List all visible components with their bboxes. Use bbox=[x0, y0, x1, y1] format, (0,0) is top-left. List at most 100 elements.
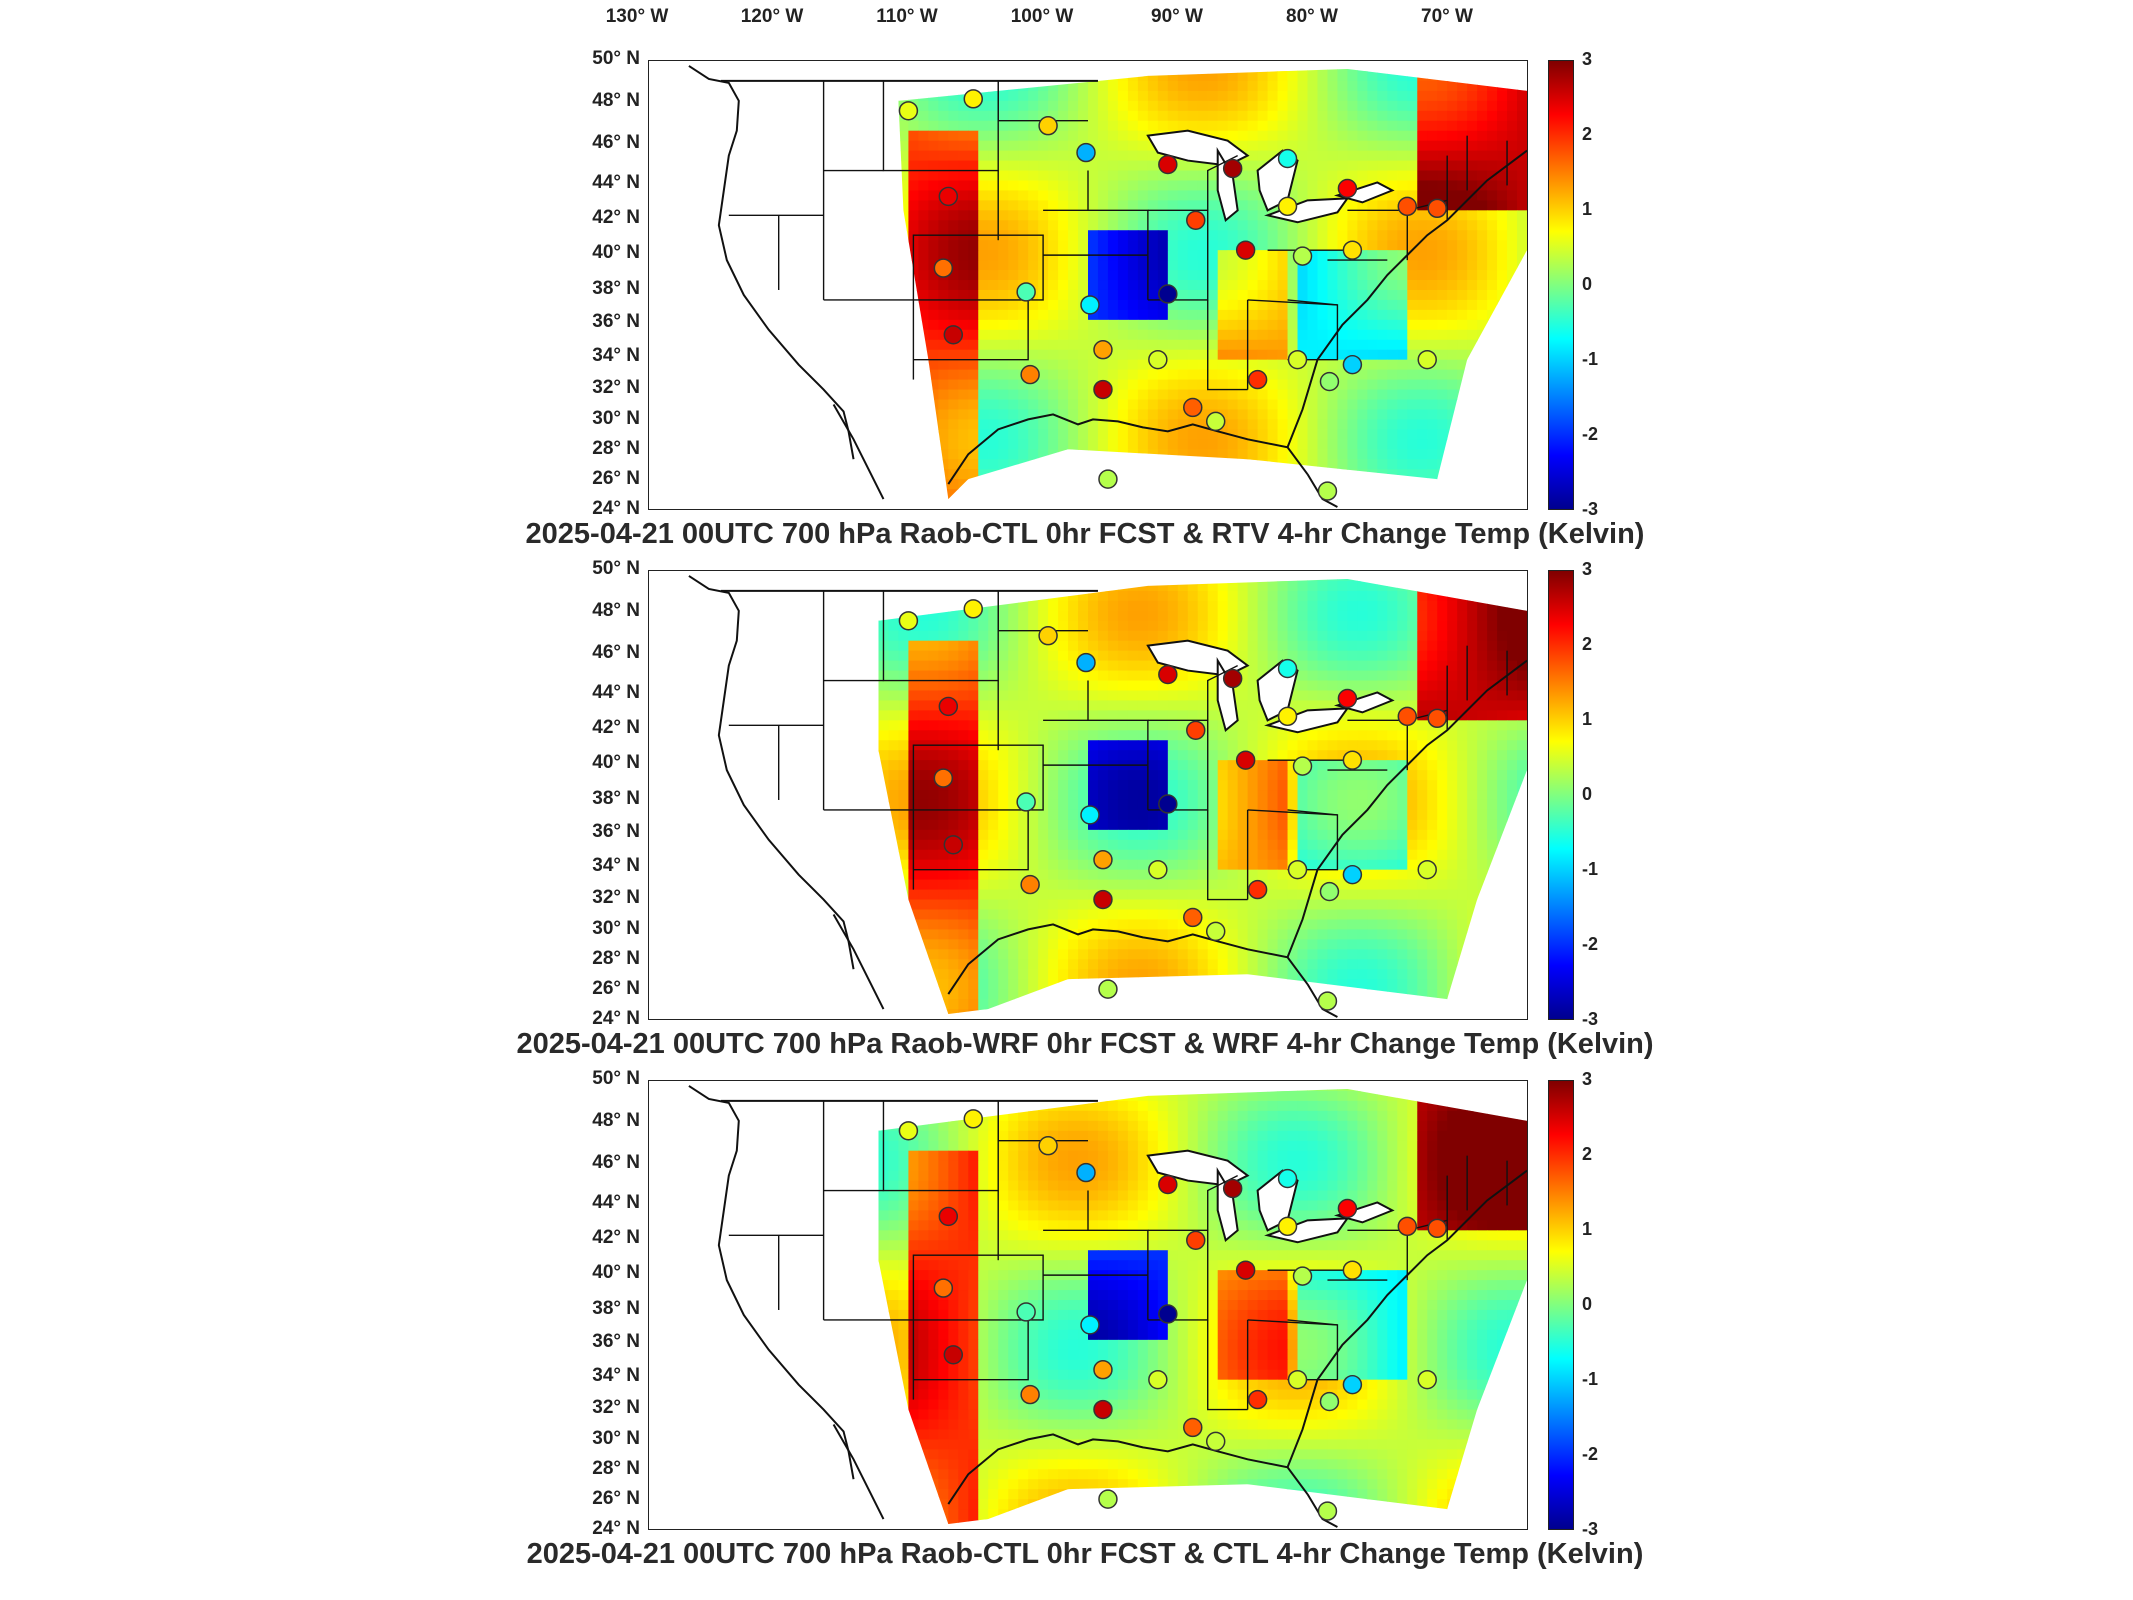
station-marker bbox=[1417, 1369, 1437, 1390]
station-marker bbox=[943, 325, 964, 345]
latitude-tick-label: 24° N bbox=[592, 1518, 640, 1539]
map-canvas bbox=[688, 1085, 1527, 1528]
latitude-tick-label: 46° N bbox=[592, 1152, 640, 1174]
latitude-tick-label: 34° N bbox=[592, 1365, 640, 1386]
station-marker bbox=[1319, 1391, 1340, 1412]
station-marker bbox=[1183, 397, 1203, 418]
station-marker bbox=[1277, 1216, 1298, 1237]
station-marker bbox=[1427, 708, 1447, 729]
station-marker bbox=[1277, 658, 1298, 679]
latitude-tick-label: 34° N bbox=[592, 855, 640, 876]
station-marker bbox=[1158, 1174, 1178, 1195]
station-marker bbox=[1277, 1168, 1298, 1189]
station-marker bbox=[1235, 750, 1256, 770]
latitude-tick-label: 38° N bbox=[592, 787, 640, 809]
station-marker bbox=[1222, 1178, 1243, 1199]
latitude-tick-label: 36° N bbox=[592, 311, 640, 333]
station-marker bbox=[963, 1109, 983, 1129]
map-panel-1 bbox=[648, 60, 1528, 510]
station-marker bbox=[1319, 371, 1340, 392]
station-marker bbox=[1098, 469, 1118, 489]
map-outlines bbox=[688, 1085, 1527, 1528]
station-marker bbox=[1222, 158, 1243, 179]
latitude-tick-label: 42° N bbox=[592, 716, 640, 738]
temperature-field bbox=[878, 578, 1527, 1015]
latitude-tick-label: 40° N bbox=[592, 1262, 640, 1284]
station-marker bbox=[1397, 706, 1418, 727]
colorbar-tick-label: 2 bbox=[1582, 124, 1593, 144]
station-marker bbox=[1098, 979, 1118, 999]
latitude-tick-label: 38° N bbox=[592, 277, 640, 299]
latitude-tick-label: 30° N bbox=[592, 1428, 640, 1449]
station-marker bbox=[1342, 1374, 1363, 1395]
colorbar-tick-label: -3 bbox=[1582, 499, 1599, 519]
latitude-tick-label: 42° N bbox=[592, 206, 640, 228]
station-marker bbox=[1080, 1315, 1100, 1335]
latitude-tick-label: 36° N bbox=[592, 821, 640, 843]
station-marker bbox=[1292, 1266, 1313, 1286]
station-marker bbox=[1287, 349, 1308, 370]
map-panel-2 bbox=[648, 570, 1528, 1020]
station-marker bbox=[898, 1121, 919, 1141]
station-marker bbox=[1093, 379, 1113, 400]
longitude-tick-label: 90° W bbox=[1151, 6, 1203, 27]
station-marker bbox=[1235, 240, 1256, 260]
station-marker bbox=[938, 186, 959, 207]
station-marker bbox=[1247, 369, 1268, 390]
latitude-tick-label: 26° N bbox=[592, 1488, 640, 1510]
latitude-tick-label: 24° N bbox=[592, 498, 640, 519]
station-marker bbox=[1158, 794, 1178, 814]
station-marker bbox=[1076, 142, 1096, 163]
colorbar-tick-label: -3 bbox=[1582, 1519, 1599, 1539]
latitude-tick-label: 48° N bbox=[592, 1109, 640, 1131]
station-marker bbox=[1158, 284, 1178, 304]
station-marker bbox=[1080, 295, 1100, 315]
latitude-tick-label: 50° N bbox=[592, 1068, 640, 1089]
station-marker bbox=[1093, 850, 1113, 870]
station-marker bbox=[1093, 1399, 1113, 1420]
station-marker bbox=[933, 258, 954, 278]
station-marker bbox=[1020, 874, 1040, 895]
station-marker bbox=[1016, 282, 1036, 302]
colorbar-tick-label: 3 bbox=[1582, 559, 1593, 579]
station-marker bbox=[1038, 1136, 1058, 1156]
map-outlines bbox=[688, 575, 1527, 1018]
colorbar bbox=[1548, 60, 1574, 510]
station-marker bbox=[1277, 196, 1298, 217]
station-marker bbox=[1342, 354, 1363, 375]
station-marker bbox=[1319, 881, 1340, 902]
station-marker bbox=[1076, 652, 1096, 673]
temperature-field bbox=[878, 1088, 1527, 1525]
station-marker bbox=[1158, 154, 1178, 175]
station-marker bbox=[1093, 1360, 1113, 1380]
station-marker bbox=[1337, 688, 1358, 709]
colorbar-tick-label: 0 bbox=[1582, 1294, 1593, 1314]
latitude-tick-label: 30° N bbox=[592, 408, 640, 429]
colorbar-tick-label: -2 bbox=[1582, 424, 1599, 444]
latitude-tick-label: 28° N bbox=[592, 438, 640, 460]
colorbar-tick-label: -2 bbox=[1582, 1444, 1599, 1464]
station-marker bbox=[938, 696, 959, 717]
station-marker bbox=[1342, 750, 1363, 770]
colorbar-tick-label: 0 bbox=[1582, 274, 1593, 294]
latitude-tick-label: 40° N bbox=[592, 752, 640, 774]
colorbar-tick-label: 0 bbox=[1582, 784, 1593, 804]
longitude-tick-label: 80° W bbox=[1286, 6, 1338, 27]
station-marker bbox=[1337, 178, 1358, 199]
station-marker bbox=[1186, 210, 1206, 230]
station-marker bbox=[1222, 668, 1243, 689]
station-marker bbox=[1427, 1218, 1447, 1239]
latitude-tick-label: 32° N bbox=[592, 1396, 640, 1418]
station-marker bbox=[1038, 116, 1058, 136]
station-marker bbox=[1020, 364, 1040, 385]
raob-stations bbox=[898, 89, 1447, 501]
colorbar bbox=[1548, 570, 1574, 1020]
station-marker bbox=[1427, 198, 1447, 219]
latitude-tick-label: 44° N bbox=[592, 1191, 640, 1213]
station-marker bbox=[1158, 1304, 1178, 1324]
station-marker bbox=[1277, 148, 1298, 169]
station-marker bbox=[1317, 991, 1338, 1011]
latitude-tick-label: 24° N bbox=[592, 1008, 640, 1029]
latitude-tick-label: 30° N bbox=[592, 918, 640, 939]
station-marker bbox=[963, 599, 983, 619]
